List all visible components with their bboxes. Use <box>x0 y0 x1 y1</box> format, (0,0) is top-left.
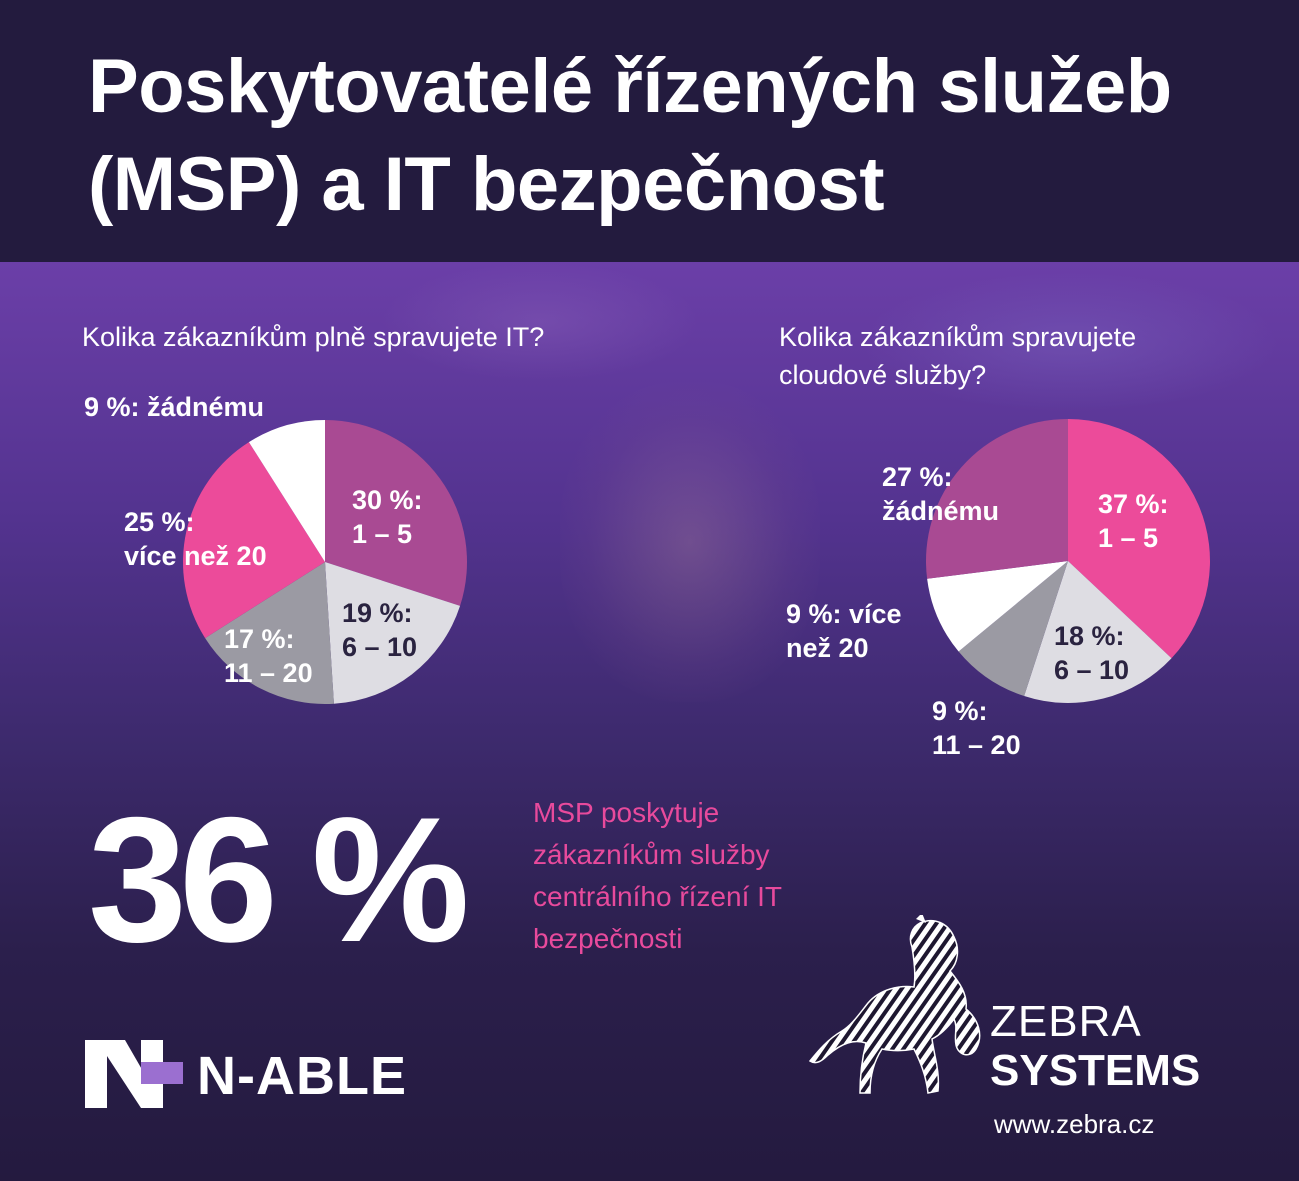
systems-wordmark: SYSTEMS <box>990 1046 1201 1095</box>
chart1-slice-more-than-20 <box>183 442 325 639</box>
chart1-label-more-than-20: 25 %: více než 20 <box>124 507 267 571</box>
background-person <box>560 382 820 702</box>
chart1-slice-none <box>248 420 325 562</box>
page-title: Poskytovatelé řízených služeb (MSP) a IT… <box>88 44 1172 227</box>
chart2-label-none: 27 %: žádnému <box>882 462 1000 526</box>
background-photo-light <box>860 272 1280 412</box>
zebra-systems-logo: ZEBRA SYSTEMS www.zebra.cz <box>808 905 1228 1155</box>
chart1-slice-1-5 <box>325 420 467 606</box>
chart2-slice-none <box>925 418 1068 579</box>
chart2-question: Kolika zákazníkům spravujete cloudové sl… <box>779 322 1137 390</box>
chart2-slice-6-10 <box>1024 561 1172 703</box>
chart1-label-1-5: 30 %: 1 – 5 <box>352 485 423 549</box>
header: Poskytovatelé řízených služeb (MSP) a IT… <box>0 0 1299 262</box>
chart2-slice-1-5 <box>1068 419 1211 659</box>
chart2-label-6-10: 18 %: 6 – 10 <box>1054 621 1130 685</box>
n-able-mark-icon <box>85 1040 183 1108</box>
background-photo <box>380 262 700 382</box>
chart1-label-none: 9 %: žádnému <box>84 392 265 422</box>
chart2-slice-11-20 <box>958 561 1068 697</box>
zebra-wordmark: ZEBRA <box>990 997 1142 1046</box>
chart1-slice-6-10 <box>325 562 461 704</box>
chart2-label-11-20: 9 %: 11 – 20 <box>932 696 1021 760</box>
stat-value: 36 % <box>88 780 470 979</box>
chart2-label-more-than-20: 9 %: více než 20 <box>786 599 902 663</box>
n-able-wordmark: N-ABLE <box>197 1046 407 1106</box>
zebra-icon <box>808 915 981 1094</box>
stat-description: MSP poskytuje zákazníkům služby centráln… <box>533 797 782 954</box>
chart1-slice-11-20 <box>205 562 334 705</box>
chart2-label-1-5: 37 %: 1 – 5 <box>1098 489 1169 553</box>
chart2-slice-more-than-20 <box>927 561 1068 652</box>
infographic-body <box>0 262 1299 1181</box>
n-able-logo: N-ABLE <box>85 1036 485 1116</box>
chart1-label-11-20: 17 %: 11 – 20 <box>224 624 313 688</box>
zebra-url: www.zebra.cz <box>994 1109 1155 1139</box>
chart1-label-6-10: 19 %: 6 – 10 <box>342 598 418 662</box>
chart1-question: Kolika zákazníkům plně spravujete IT? <box>82 322 545 352</box>
